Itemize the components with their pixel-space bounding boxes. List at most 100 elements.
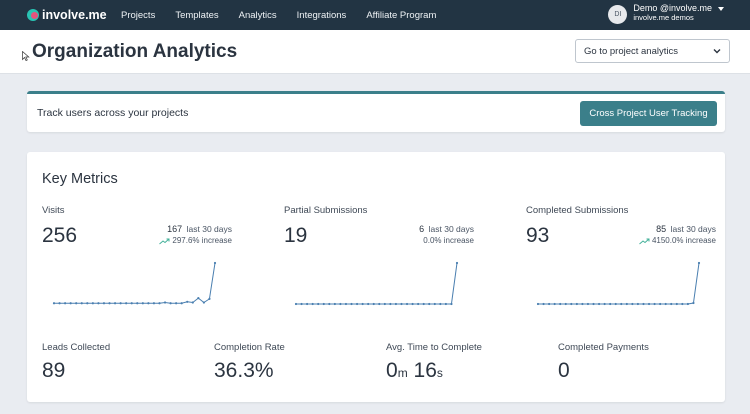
sparkline-point	[400, 302, 403, 306]
stat-value: 89	[42, 359, 66, 382]
trend-count: 167	[167, 224, 183, 234]
sparkline-point	[686, 302, 689, 306]
stat-label: Leads Collected	[42, 342, 111, 353]
sparkline-visits	[52, 261, 217, 305]
sparkline-point	[180, 302, 183, 305]
seconds-value: 16	[413, 359, 437, 382]
sparkline-point	[91, 302, 94, 305]
sparkline-point	[692, 301, 695, 305]
sparkline-point	[625, 302, 628, 306]
sparkline-point	[614, 302, 617, 306]
sparkline-point	[361, 302, 364, 306]
sparkline-point	[186, 300, 189, 303]
sparkline-point	[609, 302, 612, 306]
sparkline-point	[570, 302, 573, 306]
sparkline-point	[389, 302, 392, 306]
sparkline-point	[411, 302, 414, 306]
sparkline-point	[141, 302, 144, 305]
stat-avg-time-to-complete: Avg. Time to Complete 0m 16s	[386, 342, 546, 383]
stat-label: Avg. Time to Complete	[386, 342, 482, 353]
sparkline-point	[642, 302, 645, 306]
metric-label: Partial Submissions	[284, 205, 368, 216]
sparkline-point	[439, 302, 442, 306]
sparkline-point	[108, 302, 111, 305]
sparkline-point	[653, 302, 656, 306]
user-name-row: Demo @involve.me	[633, 4, 724, 13]
logo-icon	[27, 9, 39, 21]
sparkline-point	[97, 302, 100, 305]
chevron-down-icon	[713, 49, 721, 54]
sparkline-point	[636, 302, 640, 306]
logo[interactable]: involve.me	[27, 8, 111, 22]
sparkline-point	[372, 302, 375, 306]
caret-down-icon	[718, 6, 724, 11]
sparkline-point	[592, 302, 595, 306]
main-nav: Projects Templates Analytics Integration…	[121, 10, 456, 21]
sparkline-point	[553, 302, 556, 306]
nav-affiliate-program[interactable]: Affiliate Program	[366, 9, 437, 21]
sparkline-line	[54, 262, 216, 304]
sparkline-point	[444, 302, 447, 306]
metric-label: Completed Submissions	[526, 205, 629, 216]
project-analytics-select[interactable]: Go to project analytics	[575, 39, 730, 63]
sparkline-point	[647, 302, 651, 306]
metric-trend: 167 last 30 days 297.6% increase	[159, 222, 232, 247]
metric-visits: Visits 256 167 last 30 days 297.6% incre…	[42, 205, 232, 315]
sparkline-point	[130, 302, 133, 305]
trend-period: last 30 days	[670, 224, 716, 234]
trend-up-icon	[639, 238, 650, 244]
user-text: Demo @involve.me involve.me demos	[633, 4, 724, 22]
sparkline-point	[169, 302, 172, 305]
sparkline-point	[417, 302, 420, 306]
user-name: Demo @involve.me	[633, 3, 712, 13]
nav-projects[interactable]: Projects	[121, 9, 156, 21]
sparkline-point	[548, 302, 551, 306]
sparkline-point	[367, 302, 370, 306]
stat-completed-payments: Completed Payments 0	[558, 342, 718, 383]
sparkline-point	[681, 302, 684, 306]
mouse-cursor-icon	[22, 51, 30, 61]
minutes-value: 0	[386, 359, 398, 382]
trend-increase-row: 4150.0% increase	[639, 235, 716, 247]
sparkline-point	[58, 302, 61, 305]
sparkline-point	[197, 297, 200, 300]
sparkline-point	[125, 302, 128, 305]
key-metrics-card: Key Metrics Visits 256 167 last 30 days …	[27, 152, 725, 402]
sparkline-point	[202, 301, 205, 304]
metric-value: 93	[526, 224, 550, 247]
sparkline-point	[697, 261, 701, 265]
nav-integrations[interactable]: Integrations	[296, 9, 347, 21]
sparkline-point	[317, 302, 320, 306]
nav-analytics[interactable]: Analytics	[238, 9, 277, 21]
page-title: Organization Analytics	[32, 41, 238, 62]
seconds-unit: s	[436, 366, 443, 380]
sparkline-point	[422, 302, 425, 306]
sparkline-point	[564, 302, 567, 306]
sparkline-point	[328, 302, 331, 306]
sparkline-line	[538, 262, 700, 305]
sparkline-point	[64, 302, 67, 305]
sparkline-completed-submissions	[536, 261, 701, 306]
sparkline-point	[659, 302, 662, 306]
sparkline-point	[344, 302, 348, 306]
metric-value: 19	[284, 224, 308, 247]
sparkline-point	[378, 302, 381, 306]
sparkline-point	[631, 302, 634, 306]
sparkline-point	[542, 302, 545, 306]
sparkline-point	[450, 302, 453, 306]
select-value: Go to project analytics	[584, 45, 678, 57]
metric-trend: 6 last 30 days 0.0% increase	[419, 222, 474, 247]
sparkline-point	[294, 302, 298, 306]
sparkline-point	[311, 302, 314, 306]
user-menu[interactable]: DI Demo @involve.me involve.me demos	[608, 4, 724, 24]
avatar: DI	[608, 5, 628, 24]
trend-count: 6	[419, 224, 425, 234]
metric-partial-submissions: Partial Submissions 19 6 last 30 days 0.…	[284, 205, 474, 315]
sparkline-point	[52, 302, 56, 305]
sparkline-point	[213, 261, 217, 265]
sparkline-point	[158, 302, 161, 305]
cross-project-tracking-button[interactable]: Cross Project User Tracking	[580, 101, 717, 126]
sparkline-point	[575, 302, 578, 306]
sparkline-point	[208, 297, 211, 300]
nav-templates[interactable]: Templates	[175, 9, 219, 21]
